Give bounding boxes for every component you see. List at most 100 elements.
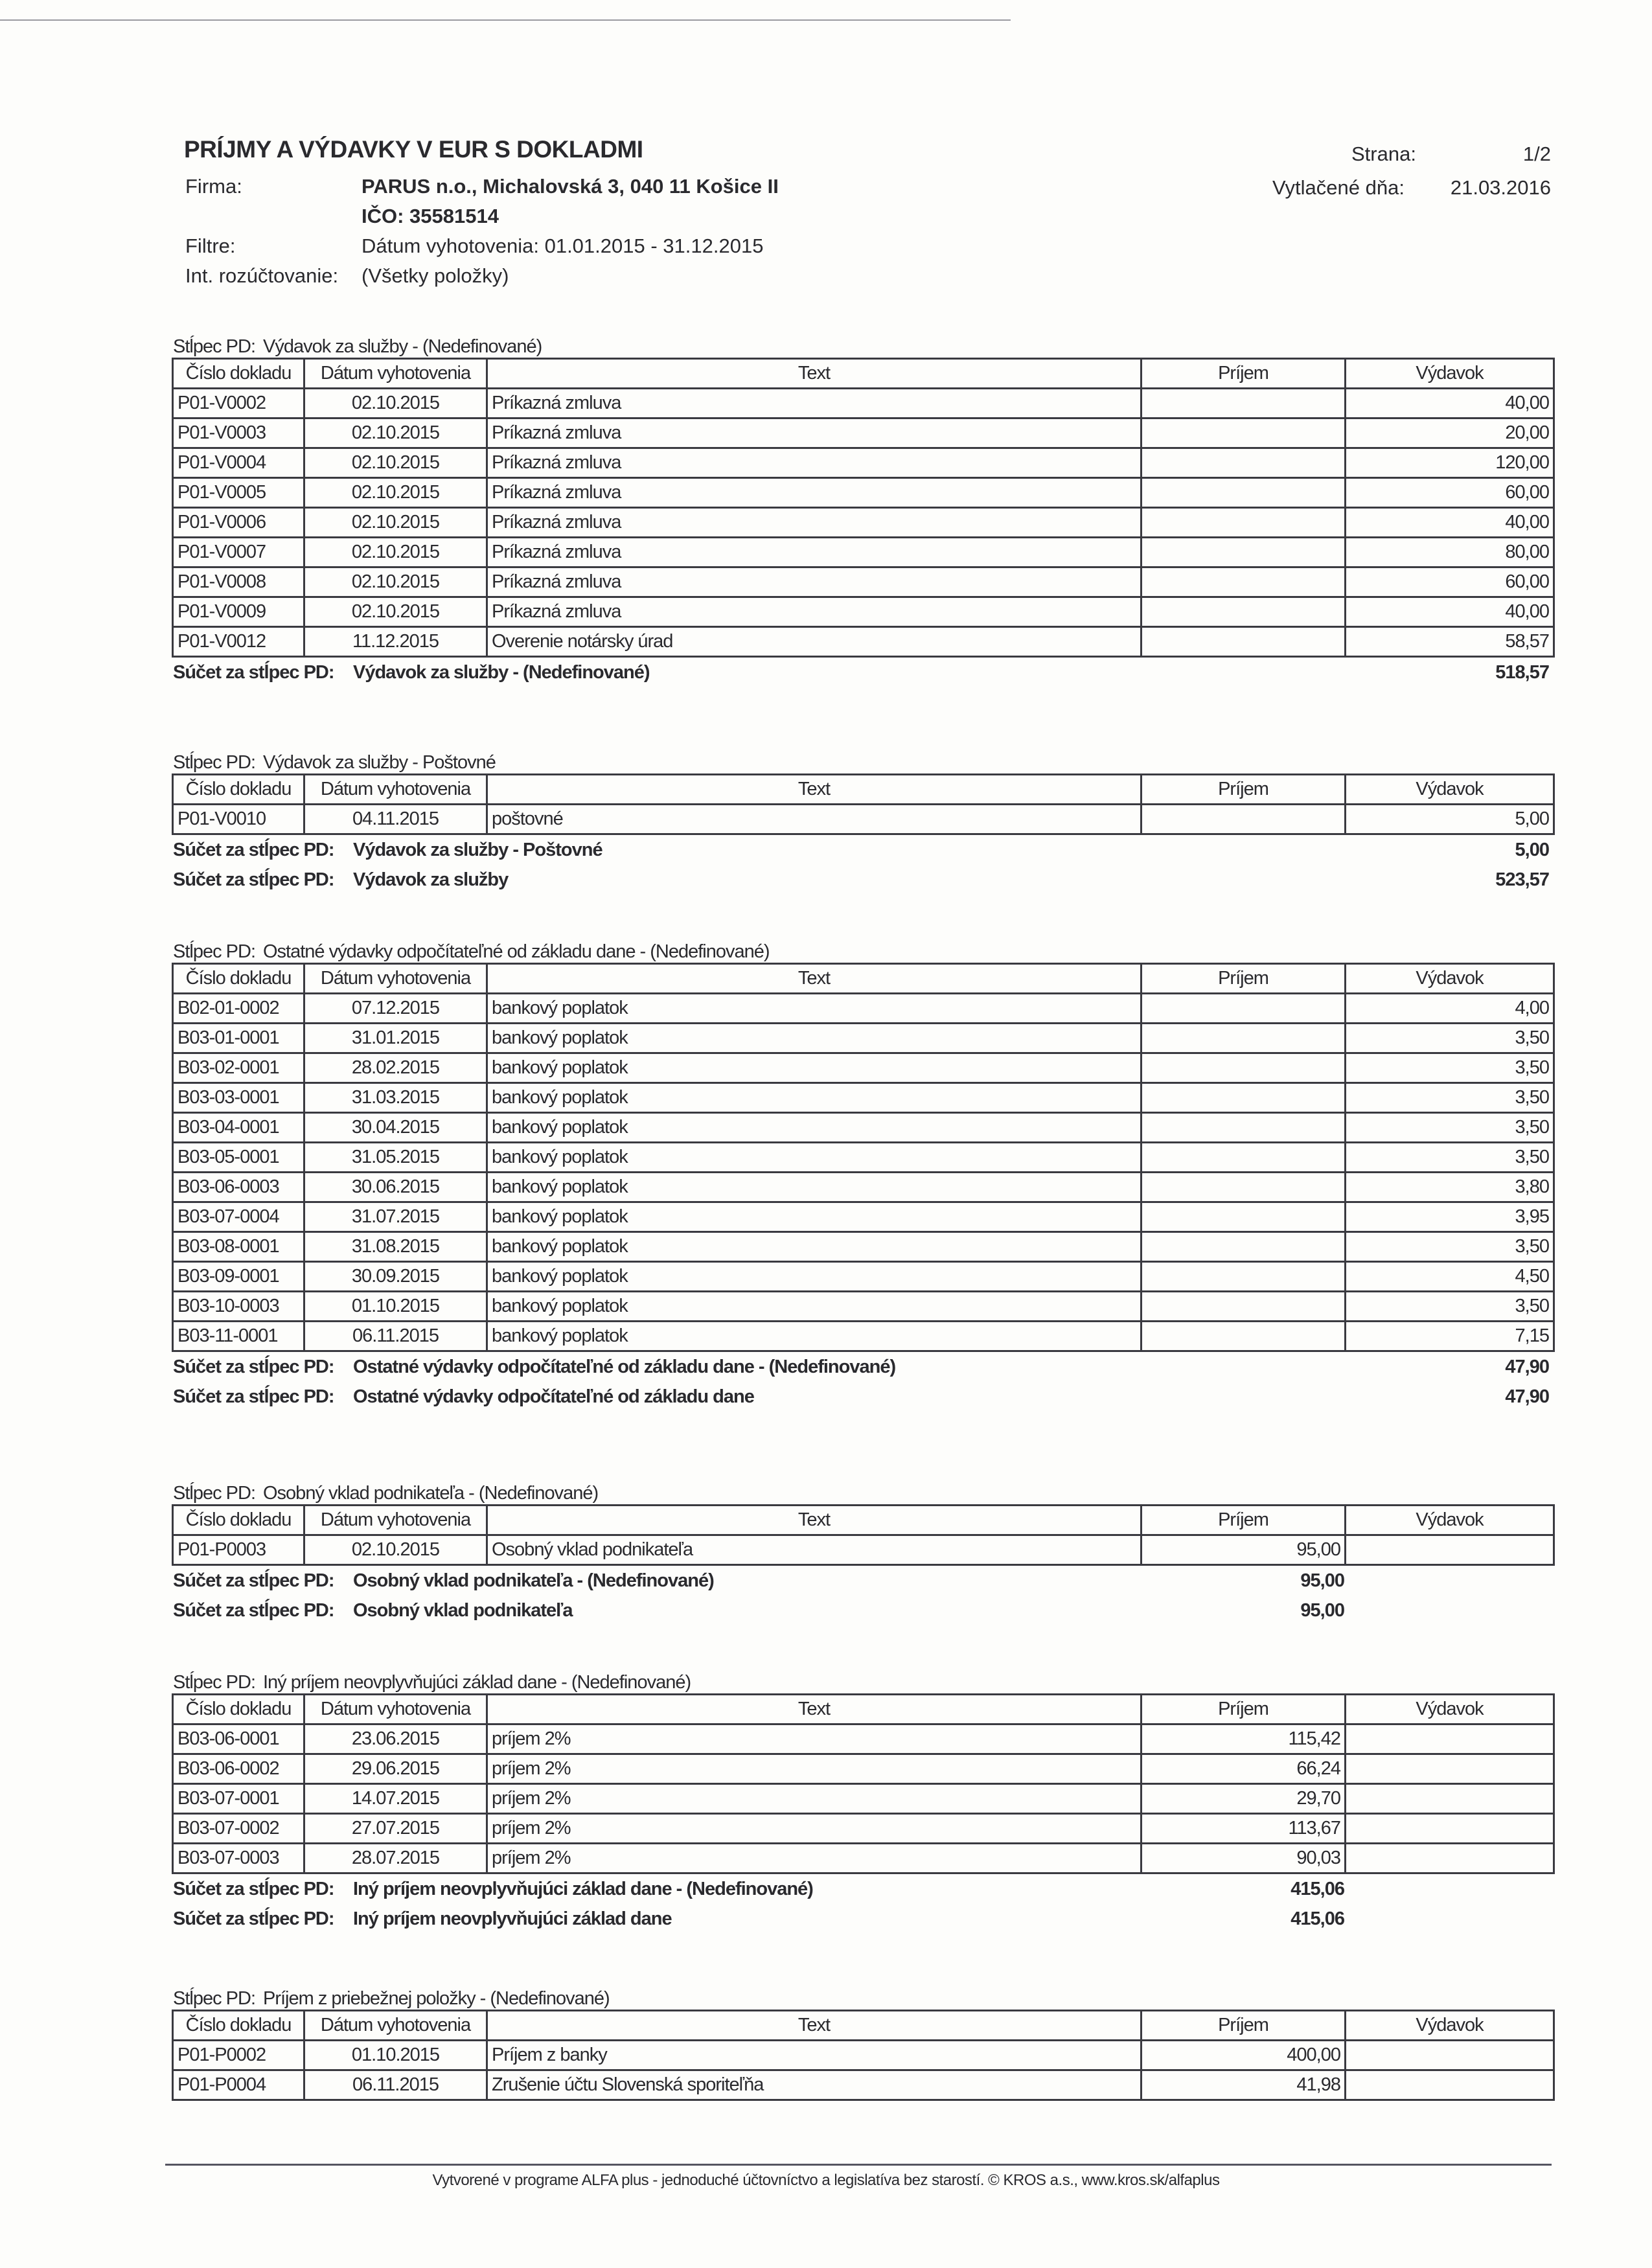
cell-date: 07.12.2015 <box>303 992 488 1024</box>
cell-doc-number: P01-V0009 <box>172 596 305 628</box>
cell-date: 06.11.2015 <box>303 2069 488 2101</box>
cell-date: 02.10.2015 <box>303 536 488 568</box>
col-header-datum: Dátum vyhotovenia <box>303 2010 488 2041</box>
report-title: PRÍJMY A VÝDAVKY V EUR S DOKLADMI <box>184 136 643 163</box>
cell-text: Príkazná zmluva <box>486 387 1142 419</box>
ledger-table: Číslo dokladu Dátum vyhotovenia Text Príjem… <box>172 1504 1555 1566</box>
caption-title: Príjem z priebežnej položky - (Nedefinov… <box>263 1988 610 2009</box>
filtre-label: Filtre: <box>185 235 236 257</box>
cell-vydavok <box>1344 1813 1555 1844</box>
cell-doc-number: B03-07-0001 <box>172 1783 305 1815</box>
cell-vydavok <box>1344 1753 1555 1785</box>
cell-doc-number: B03-06-0002 <box>172 1753 305 1785</box>
cell-prijem <box>1140 1261 1346 1292</box>
cell-text: Príkazná zmluva <box>486 417 1142 449</box>
cell-vydavok: 3,80 <box>1344 1171 1555 1203</box>
cell-vydavok: 3,50 <box>1344 1022 1555 1054</box>
table-row: B03-04-0001 30.04.2015 bankový poplatok 3,5… <box>172 1112 1555 1143</box>
cell-text: bankový poplatok <box>486 1201 1142 1233</box>
section-sum-row: Súčet za stĺpec PD: Osobný vklad podnikat… <box>172 1566 1553 1596</box>
cell-date: 02.10.2015 <box>303 1534 488 1566</box>
sum-title: Osobný vklad podnikateľa - (Nedefinované… <box>353 1570 715 1591</box>
cell-prijem <box>1140 447 1346 479</box>
cell-doc-number: P01-P0002 <box>172 2039 305 2071</box>
cell-doc-number: B03-07-0002 <box>172 1813 305 1844</box>
sum-label: Súčet za stĺpec PD: <box>173 1908 335 1929</box>
vytlacene-value: 21.03.2016 <box>1450 176 1551 199</box>
ledger-table: Číslo dokladu Dátum vyhotovenia Text Príjem… <box>172 2010 1555 2101</box>
cell-doc-number: P01-V0008 <box>172 566 305 598</box>
cell-vydavok: 3,50 <box>1344 1052 1555 1084</box>
strana-label: Strana: <box>1351 143 1416 165</box>
cell-prijem <box>1140 1171 1346 1203</box>
cell-vydavok: 80,00 <box>1344 536 1555 568</box>
cell-doc-number: P01-P0003 <box>172 1534 305 1566</box>
cell-vydavok: 3,50 <box>1344 1141 1555 1173</box>
cell-prijem: 95,00 <box>1140 1534 1346 1566</box>
sum-label: Súčet za stĺpec PD: <box>173 840 335 860</box>
cell-doc-number: B03-08-0001 <box>172 1231 305 1263</box>
cell-text: bankový poplatok <box>486 1112 1142 1143</box>
cell-prijem <box>1140 626 1346 658</box>
cell-date: 30.06.2015 <box>303 1171 488 1203</box>
table-row: B03-08-0001 31.08.2015 bankový poplatok 3,5… <box>172 1231 1555 1263</box>
sum-title: Ostatné výdavky odpočítateľné od základu… <box>353 1357 896 1377</box>
rozuctovanie-label: Int. rozúčtovanie: <box>185 264 339 287</box>
cell-doc-number: B03-11-0001 <box>172 1320 305 1352</box>
section-caption: Stĺpec PD: Príjem z priebežnej položky - … <box>172 1987 1553 2010</box>
col-header-text: Text <box>486 773 1142 805</box>
cell-vydavok: 4,00 <box>1344 992 1555 1024</box>
col-header-datum: Dátum vyhotovenia <box>303 773 488 805</box>
firma-value: PARUS n.o., Michalovská 3, 040 11 Košice… <box>361 175 779 198</box>
cell-date: 06.11.2015 <box>303 1320 488 1352</box>
sum-label: Súčet za stĺpec PD: <box>173 1879 335 1899</box>
caption-label: Stĺpec PD: <box>173 1483 256 1504</box>
caption-label: Stĺpec PD: <box>173 1988 256 2009</box>
caption-label: Stĺpec PD: <box>173 1672 256 1693</box>
section: Stĺpec PD: Príjem z priebežnej položky - … <box>172 1987 1555 2101</box>
cell-date: 31.07.2015 <box>303 1201 488 1233</box>
col-header-vydavok: Výdavok <box>1344 963 1555 994</box>
cell-vydavok <box>1344 1723 1555 1755</box>
section: Stĺpec PD: Výdavok za služby - (Nedefinov… <box>172 336 1555 687</box>
cell-date: 31.03.2015 <box>303 1082 488 1114</box>
cell-vydavok: 3,50 <box>1344 1290 1555 1322</box>
cell-text: Príkazná zmluva <box>486 596 1142 628</box>
cell-date: 28.02.2015 <box>303 1052 488 1084</box>
sum-label: Súčet za stĺpec PD: <box>173 662 335 683</box>
cell-text: Príkazná zmluva <box>486 536 1142 568</box>
cell-date: 01.10.2015 <box>303 2039 488 2071</box>
col-header-vydavok: Výdavok <box>1344 773 1555 805</box>
table-row: B03-06-0003 30.06.2015 bankový poplatok 3,8… <box>172 1171 1555 1203</box>
sum-label: Súčet za stĺpec PD: <box>173 1570 335 1591</box>
cell-doc-number: P01-V0007 <box>172 536 305 568</box>
cell-doc-number: B03-01-0001 <box>172 1022 305 1054</box>
table-row: P01-V0007 02.10.2015 Príkazná zmluva 80,00 <box>172 536 1555 568</box>
cell-doc-number: P01-V0010 <box>172 803 305 835</box>
table-row: B03-11-0001 06.11.2015 bankový poplatok 7,1… <box>172 1320 1555 1352</box>
sum-title: Výdavok za služby <box>353 869 509 890</box>
ledger-table: Číslo dokladu Dátum vyhotovenia Text Príjem… <box>172 773 1555 835</box>
table-header-row: Číslo dokladu Dátum vyhotovenia Text Príjem… <box>172 2010 1555 2041</box>
sum-value: 47,90 <box>1505 1357 1550 1377</box>
caption-title: Výdavok za služby - (Nedefinované) <box>263 336 542 357</box>
cell-text: príjem 2% <box>486 1813 1142 1844</box>
table-row: B03-05-0001 31.05.2015 bankový poplatok 3,5… <box>172 1141 1555 1173</box>
section-sum-row: Súčet za stĺpec PD: Iný príjem neovplyvňu… <box>172 1904 1553 1934</box>
col-header-cislo: Číslo dokladu <box>172 773 305 805</box>
section: Stĺpec PD: Ostatné výdavky odpočítateľné … <box>172 941 1555 1412</box>
cell-text: príjem 2% <box>486 1723 1142 1755</box>
cell-prijem: 29,70 <box>1140 1783 1346 1815</box>
cell-doc-number: B03-06-0001 <box>172 1723 305 1755</box>
cell-doc-number: P01-V0012 <box>172 626 305 658</box>
cell-text: Príkazná zmluva <box>486 477 1142 509</box>
table-row: P01-V0003 02.10.2015 Príkazná zmluva 20,00 <box>172 417 1555 449</box>
section-caption: Stĺpec PD: Osobný vklad podnikateľa - (Ne… <box>172 1482 1553 1504</box>
cell-vydavok: 3,50 <box>1344 1112 1555 1143</box>
cell-text: bankový poplatok <box>486 1261 1142 1292</box>
table-row: P01-V0009 02.10.2015 Príkazná zmluva 40,00 <box>172 596 1555 628</box>
sum-title: Výdavok za služby - (Nedefinované) <box>353 662 650 683</box>
vytlacene-label: Vytlačené dňa: <box>1272 176 1405 199</box>
sum-value: 415,06 <box>1291 1908 1345 1929</box>
cell-doc-number: P01-V0006 <box>172 507 305 538</box>
